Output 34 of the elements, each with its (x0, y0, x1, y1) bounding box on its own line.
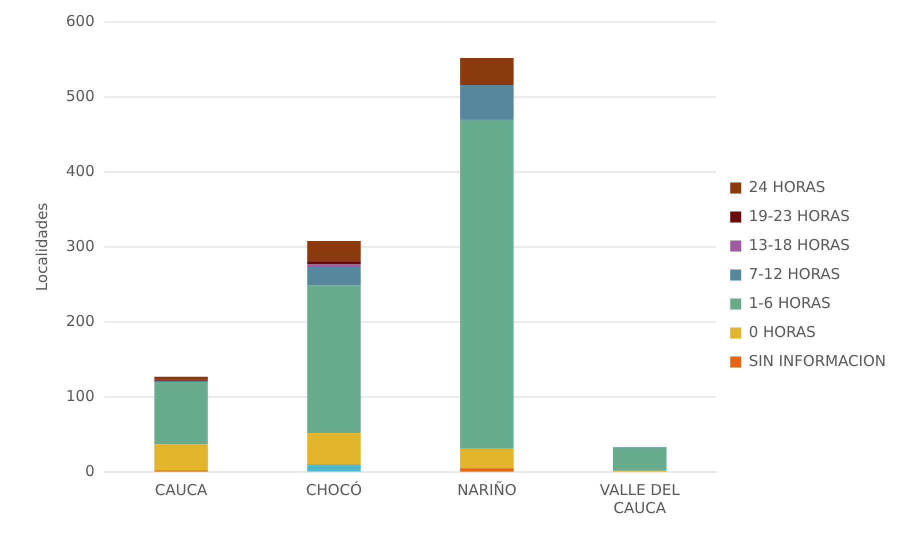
bar (460, 120, 514, 449)
bar (460, 58, 514, 85)
y-tick-label: 400 (66, 162, 95, 180)
y-tick-label: 600 (66, 12, 95, 30)
x-tick-label: NARIÑO (457, 480, 517, 499)
bar (307, 464, 361, 472)
bar (307, 266, 361, 286)
y-tick-label: 100 (66, 386, 95, 405)
bar (460, 85, 514, 120)
legend-label: 7-12 HORAS (748, 264, 840, 283)
legend-label: 24 HORAS (748, 178, 826, 196)
legend-label: 1-6 HORAS (748, 294, 831, 312)
bar (154, 382, 208, 444)
bar (460, 448, 514, 468)
legend-label: 13-18 HORAS (748, 236, 850, 254)
bar (154, 444, 208, 470)
legend-label: 0 HORAS (748, 322, 816, 341)
bar (307, 433, 361, 464)
x-tick-label: VALLE DEL CAUCA (600, 480, 680, 517)
bar (307, 285, 361, 433)
bar (613, 448, 667, 470)
legend-label: SIN INFORMACION (748, 352, 886, 370)
bar (307, 261, 361, 264)
y-tick-label: 500 (66, 86, 95, 105)
y-tick-label: 0 (85, 462, 95, 480)
y-axis-title: Localidades (32, 202, 51, 292)
y-tick-label: 200 (66, 312, 95, 330)
bar (154, 376, 208, 380)
x-tick-label: CHOCÓ (306, 480, 362, 499)
legend-label: 19-23 HORAS (748, 206, 850, 225)
y-tick-label: 300 (66, 236, 95, 255)
x-tick-label: CAUCA (154, 480, 208, 499)
bar (307, 241, 361, 262)
bar (460, 468, 514, 472)
